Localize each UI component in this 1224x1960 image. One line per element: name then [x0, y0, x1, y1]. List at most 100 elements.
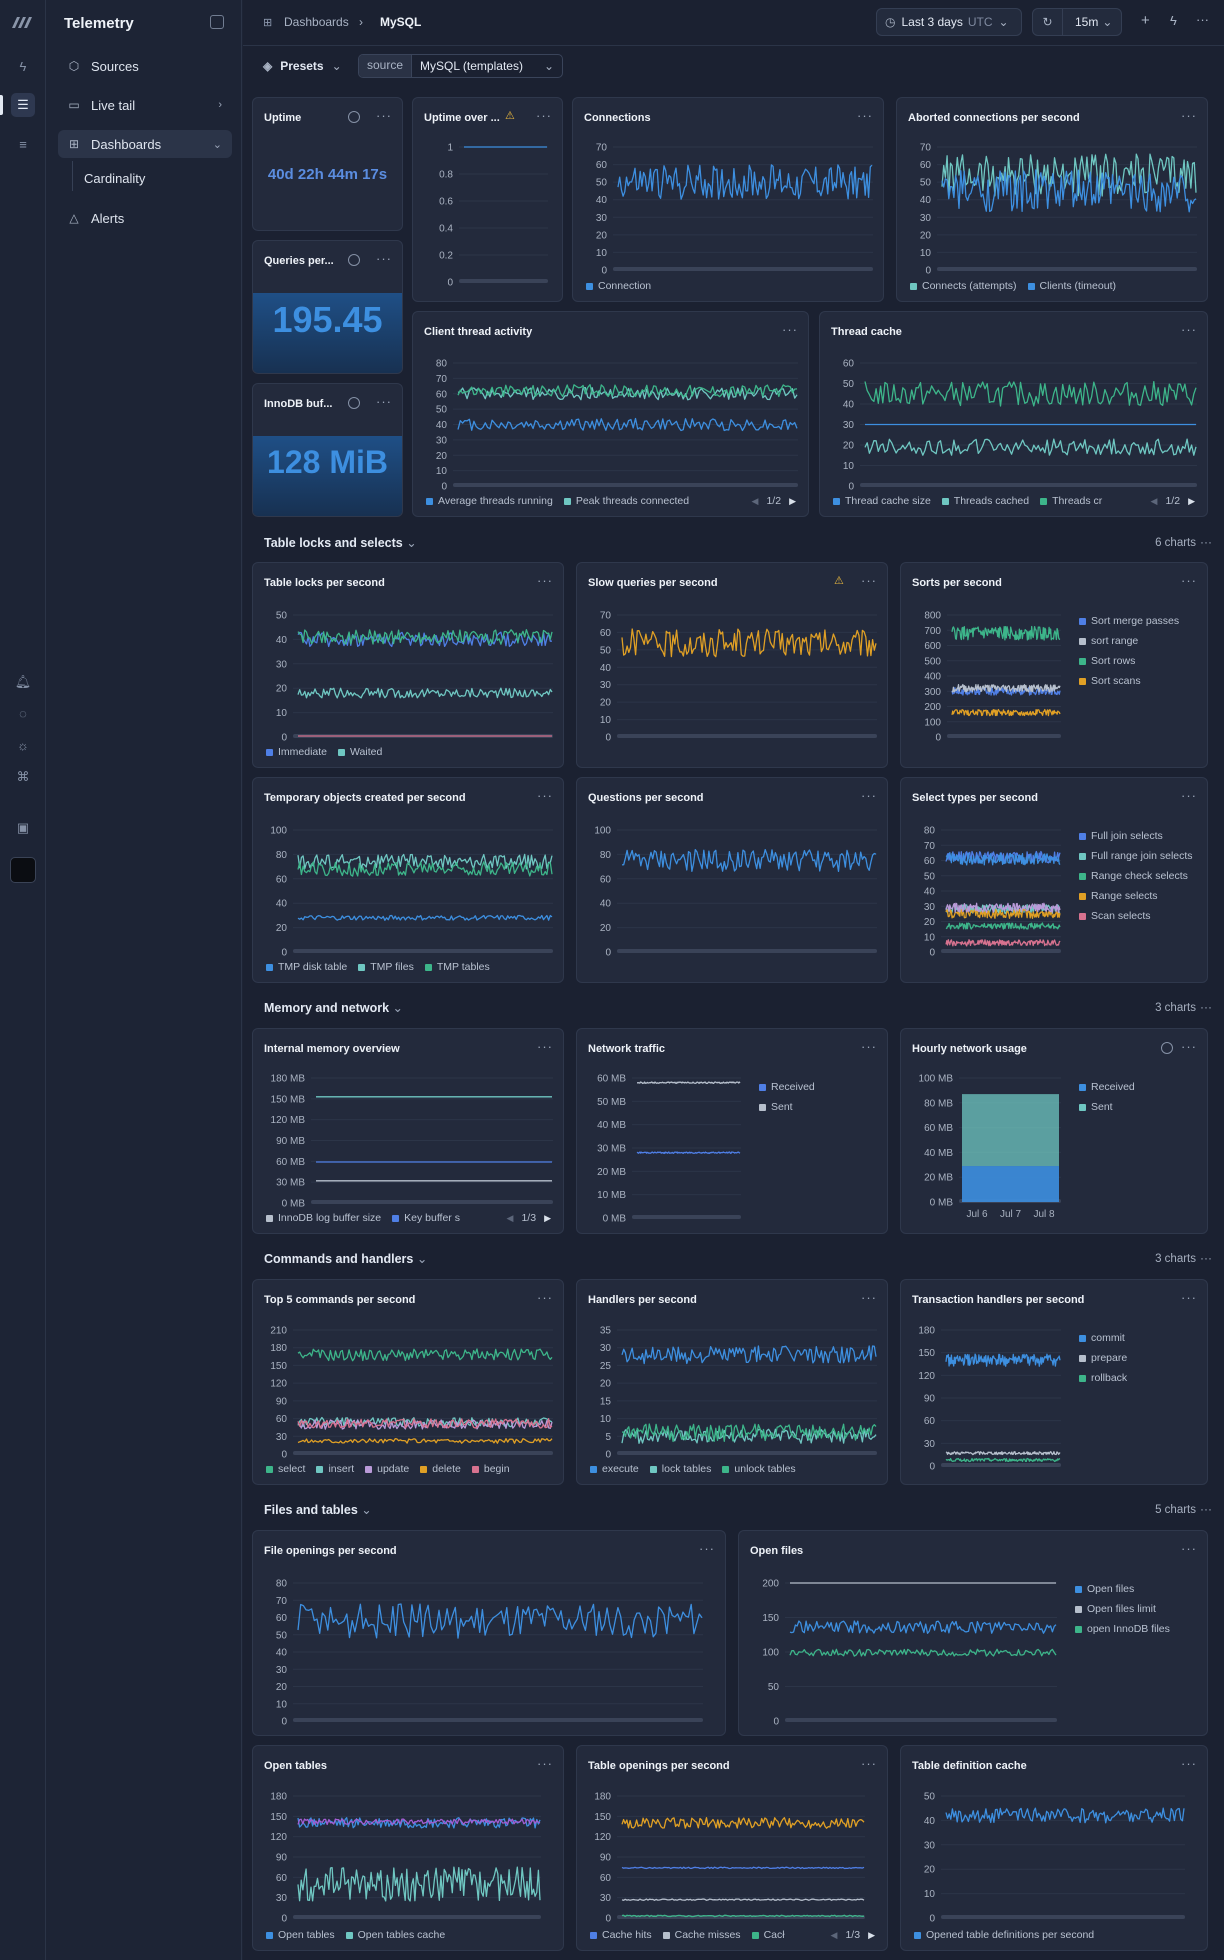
legend-item[interactable]: begin [471, 1463, 510, 1475]
legend-item[interactable]: Cache misses [662, 1929, 741, 1941]
legend-item[interactable]: Range selects [1079, 890, 1158, 902]
collapse-sidebar-icon[interactable] [210, 15, 224, 29]
legend-item[interactable]: TMP disk table [266, 961, 347, 973]
series-line[interactable] [945, 1807, 1185, 1824]
panel-menu-icon[interactable]: ··· [699, 1541, 715, 1556]
legend-item[interactable]: InnoDB log buffer size [266, 1212, 381, 1224]
panel-menu-icon[interactable]: ··· [376, 394, 392, 409]
command-icon[interactable]: ⌘ [16, 769, 30, 784]
time-scrubber[interactable] [617, 1451, 877, 1455]
panel-menu-icon[interactable]: ··· [861, 788, 877, 803]
series-line[interactable] [297, 1438, 553, 1444]
panel-menu-icon[interactable]: ··· [537, 1756, 553, 1771]
panel-menu-icon[interactable]: ··· [1181, 788, 1197, 803]
legend-item[interactable]: prepare [1079, 1352, 1127, 1364]
series-line[interactable] [636, 1151, 741, 1155]
panel-menu-icon[interactable]: ··· [857, 108, 873, 123]
time-scrubber[interactable] [860, 483, 1197, 487]
series-line[interactable] [945, 1457, 1061, 1463]
legend-item[interactable]: rollback [1079, 1372, 1127, 1384]
legend-item[interactable]: Threads cached [941, 495, 1029, 507]
panel-menu-icon[interactable]: ··· [537, 1039, 553, 1054]
sun-icon[interactable]: ☼ [17, 737, 29, 753]
sidebar-item-live-tail[interactable]: ▭ Live tail › [58, 91, 232, 119]
panel-menu-icon[interactable]: ··· [1181, 1290, 1197, 1305]
panel-menu-icon[interactable]: ··· [537, 788, 553, 803]
legend-item[interactable]: Open tables [266, 1929, 335, 1941]
series-line[interactable] [621, 1423, 877, 1443]
series-line[interactable] [789, 1648, 1057, 1657]
time-scrubber[interactable] [941, 949, 1061, 953]
legend-item[interactable]: Received [1079, 1081, 1135, 1093]
legend-item[interactable]: Full join selects [1079, 830, 1163, 842]
series-line[interactable] [297, 861, 553, 877]
series-line[interactable] [951, 708, 1061, 717]
chat-icon[interactable]: ◌ [19, 705, 27, 721]
legend-next-icon[interactable]: ▶ [789, 495, 796, 506]
legend-item[interactable]: delete [420, 1463, 461, 1475]
time-scrubber[interactable] [941, 1915, 1185, 1919]
legend-item[interactable]: Cache hits [590, 1929, 652, 1941]
series-line[interactable] [945, 852, 1061, 866]
series-line[interactable] [457, 384, 798, 398]
panel-menu-icon[interactable]: ··· [782, 322, 798, 337]
legend-item[interactable]: execute [590, 1463, 639, 1475]
legend-item[interactable]: select [266, 1463, 305, 1475]
legend-item[interactable]: Sort scans [1079, 675, 1141, 687]
series-line[interactable] [945, 922, 1061, 930]
legend-item[interactable]: Threads cr [1040, 495, 1102, 507]
series-line[interactable] [621, 1898, 865, 1901]
panel-menu-icon[interactable]: ··· [537, 573, 553, 588]
series-line[interactable] [621, 1817, 865, 1829]
legend-item[interactable]: Full range join selects [1079, 850, 1193, 862]
series-line[interactable] [621, 628, 877, 658]
legend-item[interactable]: Scan selects [1079, 910, 1151, 922]
series-line[interactable] [297, 1418, 553, 1429]
legend-prev-icon[interactable]: ◀ [751, 495, 759, 506]
sidebar-item-cardinality[interactable]: Cardinality [84, 164, 224, 192]
telemetry-nav-icon[interactable]: ☰ [11, 93, 35, 117]
time-scrubber[interactable] [311, 1200, 553, 1204]
refresh-control[interactable]: ↻ 15m ⌄ [1032, 8, 1122, 36]
presets-button[interactable]: ◈ Presets ⌄ [263, 56, 342, 76]
panel-menu-icon[interactable]: ··· [861, 1756, 877, 1771]
panel-menu-icon[interactable]: ··· [536, 108, 552, 123]
image-icon[interactable]: ▣ [16, 820, 30, 835]
avatar[interactable] [10, 857, 36, 883]
source-filter[interactable]: source MySQL (templates) ⌄ [358, 54, 563, 78]
series-line[interactable] [297, 1818, 541, 1826]
series-line[interactable] [945, 1353, 1061, 1367]
series-line[interactable] [297, 1348, 553, 1362]
legend-item[interactable]: Opened table definitions per second [914, 1929, 1094, 1941]
bell-icon[interactable]: 🔔︎ [14, 674, 32, 689]
legend-next-icon[interactable]: ▶ [868, 1929, 875, 1940]
panel-menu-icon[interactable]: ··· [861, 573, 877, 588]
section-title-memory-network[interactable]: Memory and network ⌄ [264, 1000, 403, 1015]
legend-item[interactable]: Waited [338, 746, 382, 758]
legend-item[interactable]: Received [759, 1081, 815, 1093]
section-menu-icon[interactable]: ··· [1200, 1000, 1212, 1014]
series-line[interactable] [951, 625, 1061, 641]
section-title-commands-handlers[interactable]: Commands and handlers ⌄ [264, 1251, 427, 1266]
legend-prev-icon[interactable]: ◀ [506, 1212, 514, 1223]
bolt-icon[interactable]: ϟ [1170, 13, 1177, 28]
legend-item[interactable]: Open tables cache [345, 1929, 445, 1941]
legend-item[interactable]: Sort rows [1079, 655, 1135, 667]
legend-next-icon[interactable]: ▶ [544, 1212, 551, 1223]
legend-item[interactable]: Open files limit [1075, 1603, 1156, 1615]
legend-prev-icon[interactable]: ◀ [1150, 495, 1158, 506]
time-scrubber[interactable] [937, 267, 1197, 271]
time-scrubber[interactable] [293, 949, 553, 953]
legend-item[interactable]: commit [1079, 1332, 1125, 1344]
legend-item[interactable]: unlock tables [722, 1463, 796, 1475]
legend-item[interactable]: Clients (timeout) [1027, 280, 1116, 292]
series-line[interactable] [945, 939, 1061, 947]
time-range-picker[interactable]: ◷ Last 3 days UTC ⌄ [876, 8, 1022, 36]
refresh-icon[interactable]: ↻ [1033, 9, 1063, 35]
legend-item[interactable]: lock tables [649, 1463, 711, 1475]
series-line[interactable] [621, 1914, 865, 1918]
series-line[interactable] [864, 380, 1197, 407]
breadcrumb-parent[interactable]: Dashboards [284, 15, 349, 29]
series-line[interactable] [297, 853, 553, 870]
legend-next-icon[interactable]: ▶ [1188, 495, 1195, 506]
